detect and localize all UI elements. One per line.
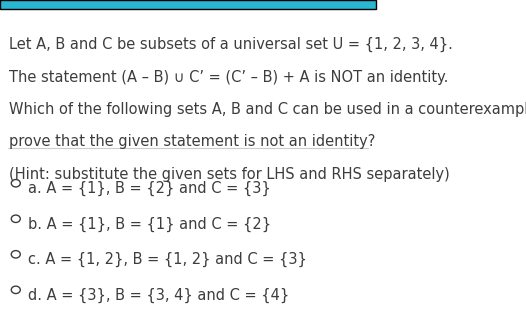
Text: c. A = {1, 2}, B = {1, 2} and C = {3}: c. A = {1, 2}, B = {1, 2} and C = {3} [28, 252, 307, 267]
Text: (Hint: substitute the given sets for LHS and RHS separately): (Hint: substitute the given sets for LHS… [9, 167, 450, 182]
Text: d. A = {3}, B = {3, 4} and C = {4}: d. A = {3}, B = {3, 4} and C = {4} [28, 287, 289, 303]
Text: b. A = {1}, B = {1} and C = {2}: b. A = {1}, B = {1} and C = {2} [28, 216, 271, 231]
Text: Which of the following sets A, B and C can be used in a counterexample to: Which of the following sets A, B and C c… [9, 102, 526, 117]
Text: Let A, B and C be subsets of a universal set U = {1, 2, 3, 4}.: Let A, B and C be subsets of a universal… [9, 37, 453, 52]
Text: prove that the given statement is not an identity?: prove that the given statement is not an… [9, 134, 376, 150]
Text: a. A = {1}, B = {2} and C = {3}: a. A = {1}, B = {2} and C = {3} [28, 181, 271, 196]
Text: The statement (A – B) ∪ C’ = (C’ – B) + A is NOT an identity.: The statement (A – B) ∪ C’ = (C’ – B) + … [9, 70, 449, 85]
FancyBboxPatch shape [0, 0, 376, 9]
